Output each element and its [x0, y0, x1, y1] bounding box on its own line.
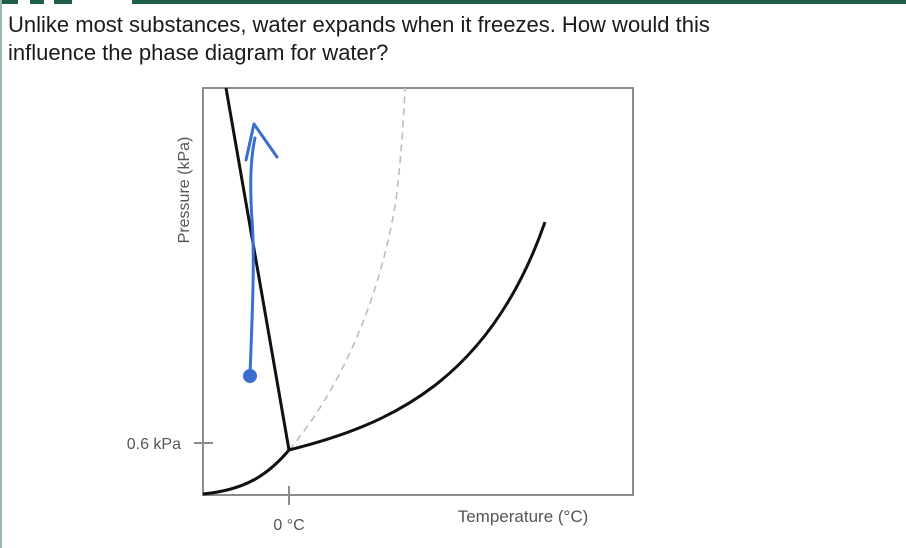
x-tick-label: 0 °C: [273, 517, 304, 534]
y-tick-label: 0.6 kPa: [127, 436, 181, 453]
vaporization-curve: [288, 221, 547, 452]
dashed-typical-boundary: [288, 87, 406, 451]
annotation-arrowhead: [244, 122, 279, 162]
y-axis-label: Pressure (kPa): [176, 137, 193, 244]
annotation-stroke: [248, 136, 257, 377]
fusion-line: [224, 87, 291, 451]
question-line-2: influence the phase diagram for water?: [8, 40, 389, 65]
sublimation-curve: [202, 449, 291, 496]
x-axis-label: Temperature (°C): [458, 507, 589, 526]
plot-frame: [202, 87, 634, 496]
top-accent-bar: [0, 0, 906, 4]
handwritten-arrow-annotation: [243, 122, 279, 383]
annotation-dot: [243, 369, 257, 383]
question-text: Unlike most substances, water expands wh…: [8, 11, 888, 67]
left-border: [0, 0, 2, 548]
question-line-1: Unlike most substances, water expands wh…: [8, 12, 710, 37]
